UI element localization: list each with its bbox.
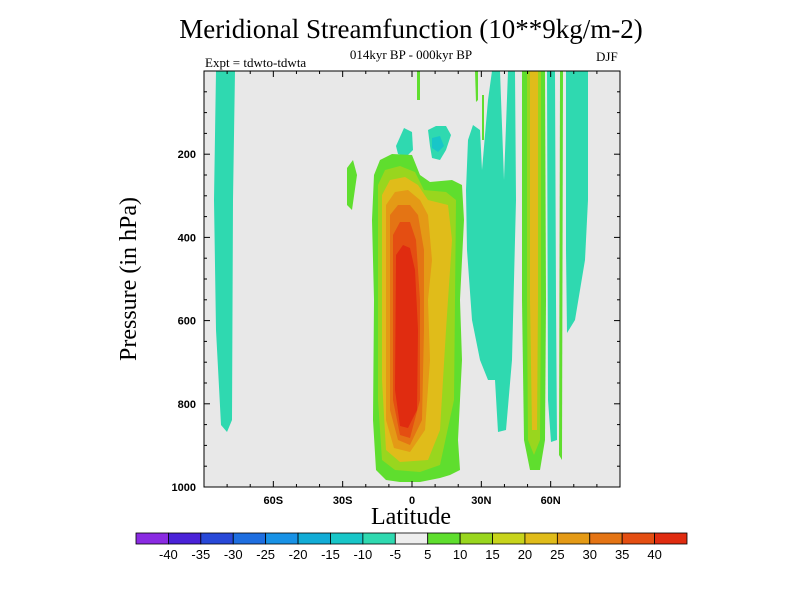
contour-neg-nh (466, 71, 516, 432)
colorbar-label: -10 (353, 547, 372, 562)
contour-neg-blob-3 (432, 136, 444, 152)
colorbar-swatch (459, 532, 493, 545)
x-tick-label: 30N (471, 495, 491, 507)
colorbar-label: 25 (550, 547, 564, 562)
colorbar-swatch (394, 532, 429, 545)
colorbar-label: -5 (390, 547, 402, 562)
contour-pos-thin-1 (475, 71, 478, 102)
colorbar: -40 -35 -30 -25 -20 -15 -10 -5 5 10 15 20 25 30 35 40 (135, 532, 688, 562)
colorbar-swatch (135, 532, 169, 545)
x-axis-label: Latitude (371, 504, 451, 530)
colorbar-label: 5 (424, 547, 431, 562)
colorbar-label: -25 (256, 547, 275, 562)
colorbar-label: 35 (615, 547, 629, 562)
contour-pos-50n-3 (530, 71, 538, 430)
colorbar-label: -15 (321, 547, 340, 562)
y-tick-label: 200 (178, 149, 196, 161)
contour-pos-main-35 (395, 245, 418, 428)
colorbar-label: 40 (647, 547, 661, 562)
axis-ticks: 60S 30S 0 30N 60N 200 400 600 800 1000 (172, 70, 621, 507)
colorbar-swatch (556, 532, 591, 545)
colorbar-label: -35 (191, 547, 210, 562)
colorbar-label: -30 (224, 547, 243, 562)
colorbar-swatch (427, 532, 461, 545)
colorbar-swatch (232, 532, 267, 545)
contour-neg-80s (214, 71, 235, 432)
colorbar-swatch (200, 532, 234, 545)
colorbar-swatch (297, 532, 331, 545)
y-tick-label: 1000 (172, 482, 196, 494)
x-tick-label: 60N (541, 495, 561, 507)
x-tick-label: 0 (409, 495, 415, 507)
colorbar-label: -20 (289, 547, 308, 562)
contour-pos-thin-4 (559, 71, 563, 460)
colorbar-swatch (330, 532, 364, 545)
colorbar-label: 15 (485, 547, 499, 562)
experiment-label: Expt = tdwto-tdwta (205, 55, 307, 70)
colorbar-label: 10 (453, 547, 467, 562)
colorbar-label: 30 (583, 547, 597, 562)
colorbar-swatch (654, 532, 688, 545)
contour-neg-sliver (547, 71, 557, 442)
colorbar-swatch (589, 532, 623, 545)
chart-subtitle: 014kyr BP - 000kyr BP (349, 47, 473, 62)
y-tick-label: 600 (178, 316, 196, 328)
y-tick-label: 800 (178, 399, 196, 411)
colorbar-swatch (362, 532, 396, 545)
colorbar-swatch (168, 532, 202, 545)
season-label: DJF (596, 49, 618, 64)
contour-pos-thin-3 (417, 71, 420, 100)
colorbar-swatch (492, 532, 526, 545)
contour-neg-blob-1 (396, 128, 413, 156)
colorbar-label: -40 (159, 547, 178, 562)
contour-pos-blob-30s (347, 160, 357, 210)
y-axis-label: Pressure (in hPa) (116, 197, 142, 361)
contour-neg-66n (566, 71, 588, 333)
chart-title: Meridional Streamfunction (10**9kg/m-2) (179, 14, 643, 44)
y-tick-label: 400 (178, 232, 196, 244)
x-tick-label: 30S (333, 495, 353, 507)
colorbar-label: 20 (518, 547, 532, 562)
contour-fills (214, 71, 588, 482)
colorbar-swatch (265, 532, 299, 545)
colorbar-swatch (621, 532, 655, 545)
contour-pos-thin-2 (482, 95, 484, 140)
x-tick-label: 60S (264, 495, 284, 507)
colorbar-swatch (524, 532, 558, 545)
